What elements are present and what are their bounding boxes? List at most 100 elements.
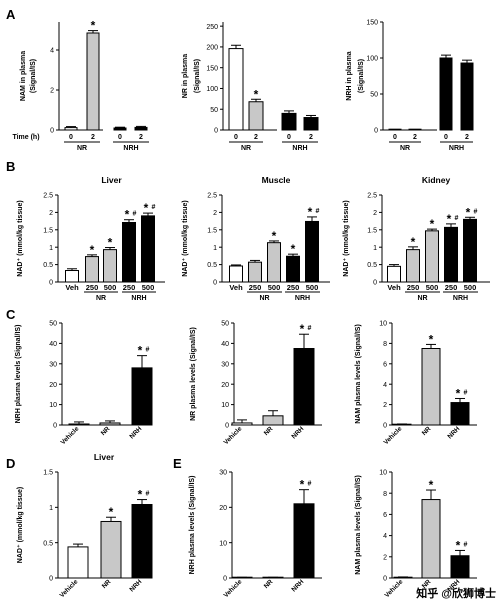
y-tick-label: 0 xyxy=(223,576,227,583)
significance-hash: # xyxy=(133,211,137,218)
y-tick-label: 0 xyxy=(50,128,54,135)
y-tick-label: 10 xyxy=(49,402,57,409)
bar xyxy=(406,249,420,283)
x-tick-label: NRH xyxy=(290,578,305,593)
y-tick-label: 10 xyxy=(379,321,387,328)
chart-B2: Muscle 0 0.5 1 1.5 2 2.5 NAD⁺ (mmol/kg tissue) *… xyxy=(181,175,330,302)
y-tick-label: 50 xyxy=(370,92,378,99)
y-axis-label: NR plasma levels (Signal/IS) xyxy=(190,327,197,421)
significance-star: * xyxy=(272,229,277,243)
y-tick-label: 0 xyxy=(374,128,378,135)
bar xyxy=(267,242,281,283)
y-axis-label: NAM in plasma xyxy=(20,51,27,101)
x-tick-label: NR xyxy=(263,578,275,590)
bar xyxy=(450,555,470,579)
significance-star: * xyxy=(429,332,434,346)
y-tick-label: 0.5 xyxy=(43,262,53,269)
x-tick-label: 0 xyxy=(444,134,448,141)
y-tick-label: 0.5 xyxy=(367,262,377,269)
bar xyxy=(248,101,264,131)
y-tick-label: 50 xyxy=(221,321,229,328)
bar xyxy=(262,415,284,426)
x-tick-label: 500 xyxy=(306,283,319,292)
y-tick-label: 50 xyxy=(210,107,218,114)
chart-C2: 0 10 20 30 40 50 NR plasma levels (Signal/IS) *… xyxy=(190,321,322,446)
significance-star: * xyxy=(138,344,143,358)
bar xyxy=(450,402,470,426)
bar xyxy=(293,348,315,426)
group-label: NR xyxy=(77,145,87,152)
y-tick-label: 1 xyxy=(49,245,53,252)
significance-hash: # xyxy=(316,208,320,215)
bar xyxy=(421,348,441,426)
y-tick-label: 1.5 xyxy=(207,227,217,234)
x-tick-label: 250 xyxy=(445,283,458,292)
y-tick-label: 30 xyxy=(219,470,227,477)
significance-hash: # xyxy=(146,347,150,354)
bar xyxy=(463,218,477,283)
y-tick-label: 4 xyxy=(50,48,54,55)
bar xyxy=(293,503,315,579)
y-tick-label: 100 xyxy=(206,86,218,93)
x-tick-label: Veh xyxy=(387,283,401,292)
y-tick-label: 10 xyxy=(221,402,229,409)
x-tick-label: 500 xyxy=(104,283,117,292)
y-tick-label: 2 xyxy=(49,210,53,217)
y-axis-label: NRH plasma levels (Signal/IS) xyxy=(15,325,22,424)
significance-star: * xyxy=(91,19,96,33)
y-tick-label: 50 xyxy=(49,321,57,328)
bar xyxy=(86,32,100,131)
y-tick-label: 20 xyxy=(221,382,229,389)
x-tick-label: 250 xyxy=(287,283,300,292)
x-tick-label: 250 xyxy=(249,283,262,292)
x-tick-label: 250 xyxy=(123,283,136,292)
group-label: NR xyxy=(417,295,427,302)
bar xyxy=(286,255,300,283)
significance-star: * xyxy=(125,208,130,222)
significance-star: * xyxy=(300,322,305,336)
bar xyxy=(113,127,127,131)
bar xyxy=(85,256,99,283)
chart-B1: B Liver 0 0.5 1 1.5 2 2.5 NAD⁺ (mmol/kg tissue) *… xyxy=(6,159,165,302)
x-tick-label: 250 xyxy=(86,283,99,292)
bar xyxy=(141,215,155,283)
chart-title: Muscle xyxy=(262,175,291,185)
y-tick-label: 0 xyxy=(225,423,229,430)
x-tick-label: Vehicle xyxy=(60,425,81,446)
x-tick-label: Veh xyxy=(65,283,79,292)
significance-star: * xyxy=(108,236,113,250)
y-tick-label: 30 xyxy=(221,361,229,368)
y-tick-label: 1.5 xyxy=(367,227,377,234)
x-tick-label: 500 xyxy=(142,283,155,292)
y-tick-label: 150 xyxy=(366,20,378,27)
y-tick-label: 40 xyxy=(221,341,229,348)
x-tick-label: 500 xyxy=(426,283,439,292)
y-tick-label: 0 xyxy=(213,280,217,287)
x-tick-label: 250 xyxy=(407,283,420,292)
group-label: NRH xyxy=(292,145,307,152)
y-tick-label: 0.5 xyxy=(43,540,53,547)
y-tick-label: 2 xyxy=(50,88,54,95)
y-tick-label: 1 xyxy=(213,245,217,252)
significance-star: * xyxy=(447,212,452,226)
bar xyxy=(131,367,153,426)
bar xyxy=(65,270,79,283)
significance-star: * xyxy=(430,217,435,231)
y-tick-label: 1 xyxy=(373,245,377,252)
x-tick-label: 2 xyxy=(413,134,417,141)
y-tick-label: 2 xyxy=(213,210,217,217)
bar xyxy=(100,520,122,579)
x-tick-label: NRH xyxy=(128,425,143,440)
y-axis-label: NAD⁺ (mmol/kg tissue) xyxy=(342,200,350,276)
y-tick-label: 200 xyxy=(206,45,218,52)
significance-hash: # xyxy=(464,389,468,396)
bar xyxy=(99,422,121,426)
y-axis-label: NRH in plasma xyxy=(346,51,353,101)
y-tick-label: 0 xyxy=(383,576,387,583)
bar xyxy=(68,423,90,426)
significance-hash: # xyxy=(152,204,156,211)
significance-star: * xyxy=(291,242,296,256)
group-label: NRH xyxy=(295,295,310,302)
